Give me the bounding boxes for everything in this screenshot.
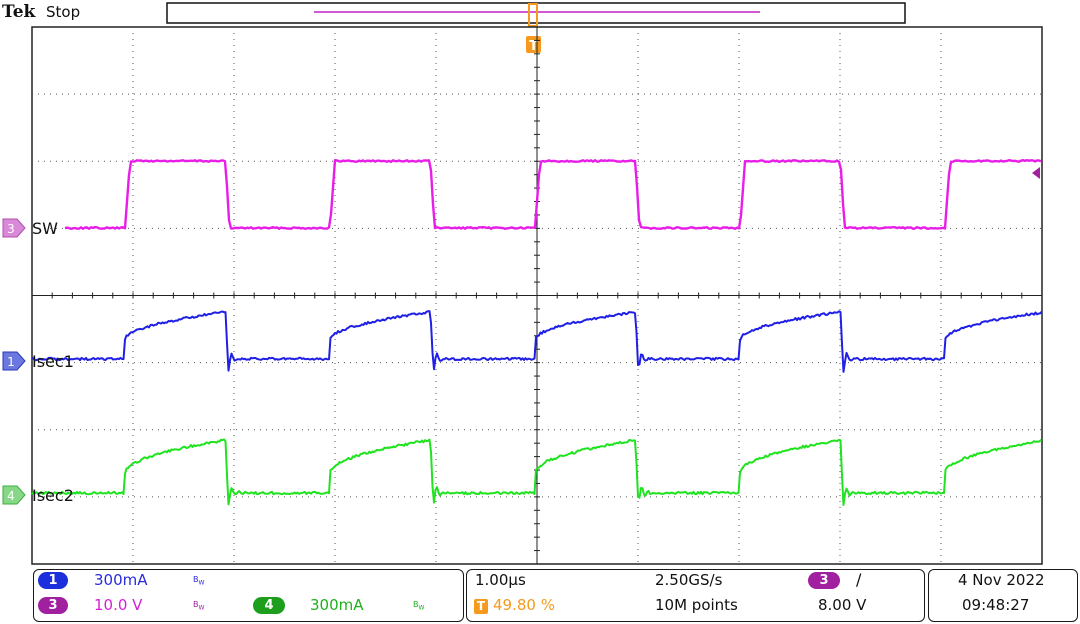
time: 09:48:27 — [962, 596, 1030, 614]
vertical-settings-panel[interactable] — [33, 569, 464, 622]
record-length: 10M points — [655, 596, 738, 614]
timebase: 1.00µs — [475, 571, 526, 589]
waveform-ch3 — [64, 158, 1042, 231]
ch3-ground-marker[interactable]: 3 — [2, 218, 26, 238]
ch1-marker-number: 1 — [7, 355, 15, 369]
trigger-level: 8.00 V — [818, 596, 867, 614]
ch1-label: Isec1 — [32, 352, 74, 371]
ch1-badge[interactable]: 1 — [38, 572, 68, 589]
horizontal-trigger-panel[interactable] — [466, 569, 925, 622]
ch4-bw-limit-icon: BW — [413, 600, 425, 612]
date: 4 Nov 2022 — [958, 571, 1045, 589]
ch3-bw-limit-icon: BW — [193, 600, 205, 612]
ch1-scale: 300mA — [94, 571, 148, 589]
ch3-badge[interactable]: 3 — [38, 597, 68, 614]
trigger-position-bracket — [528, 3, 538, 27]
ch4-ground-marker[interactable]: 4 — [2, 485, 26, 505]
waveform-ch4 — [31, 438, 1043, 506]
waveform-ch1 — [32, 310, 1043, 373]
datetime-panel — [928, 569, 1078, 622]
graticule — [31, 26, 1043, 565]
trigger-level-icon[interactable] — [1032, 167, 1040, 179]
trigger-slope-icon: / — [856, 570, 862, 589]
ch4-label: Isec2 — [32, 486, 74, 505]
trigger-position: 49.80 % — [493, 596, 555, 614]
ch3-label: SW — [32, 219, 58, 238]
trigger-position-icon: T — [474, 599, 488, 614]
trigger-marker-label: T — [529, 39, 538, 54]
ch3-marker-number: 3 — [7, 222, 15, 236]
ch4-badge[interactable]: 4 — [253, 597, 285, 614]
ch1-ground-marker[interactable]: 1 — [2, 351, 26, 371]
ch3-scale: 10.0 V — [94, 596, 143, 614]
run-state: Stop — [46, 3, 80, 21]
brand-logo: Tek — [2, 2, 37, 22]
ch1-bw-limit-icon: BW — [193, 575, 205, 587]
ch4-scale: 300mA — [310, 596, 364, 614]
sample-rate: 2.50GS/s — [655, 571, 723, 589]
trigger-source-badge[interactable]: 3 — [808, 572, 840, 589]
ch4-marker-number: 4 — [7, 489, 15, 503]
